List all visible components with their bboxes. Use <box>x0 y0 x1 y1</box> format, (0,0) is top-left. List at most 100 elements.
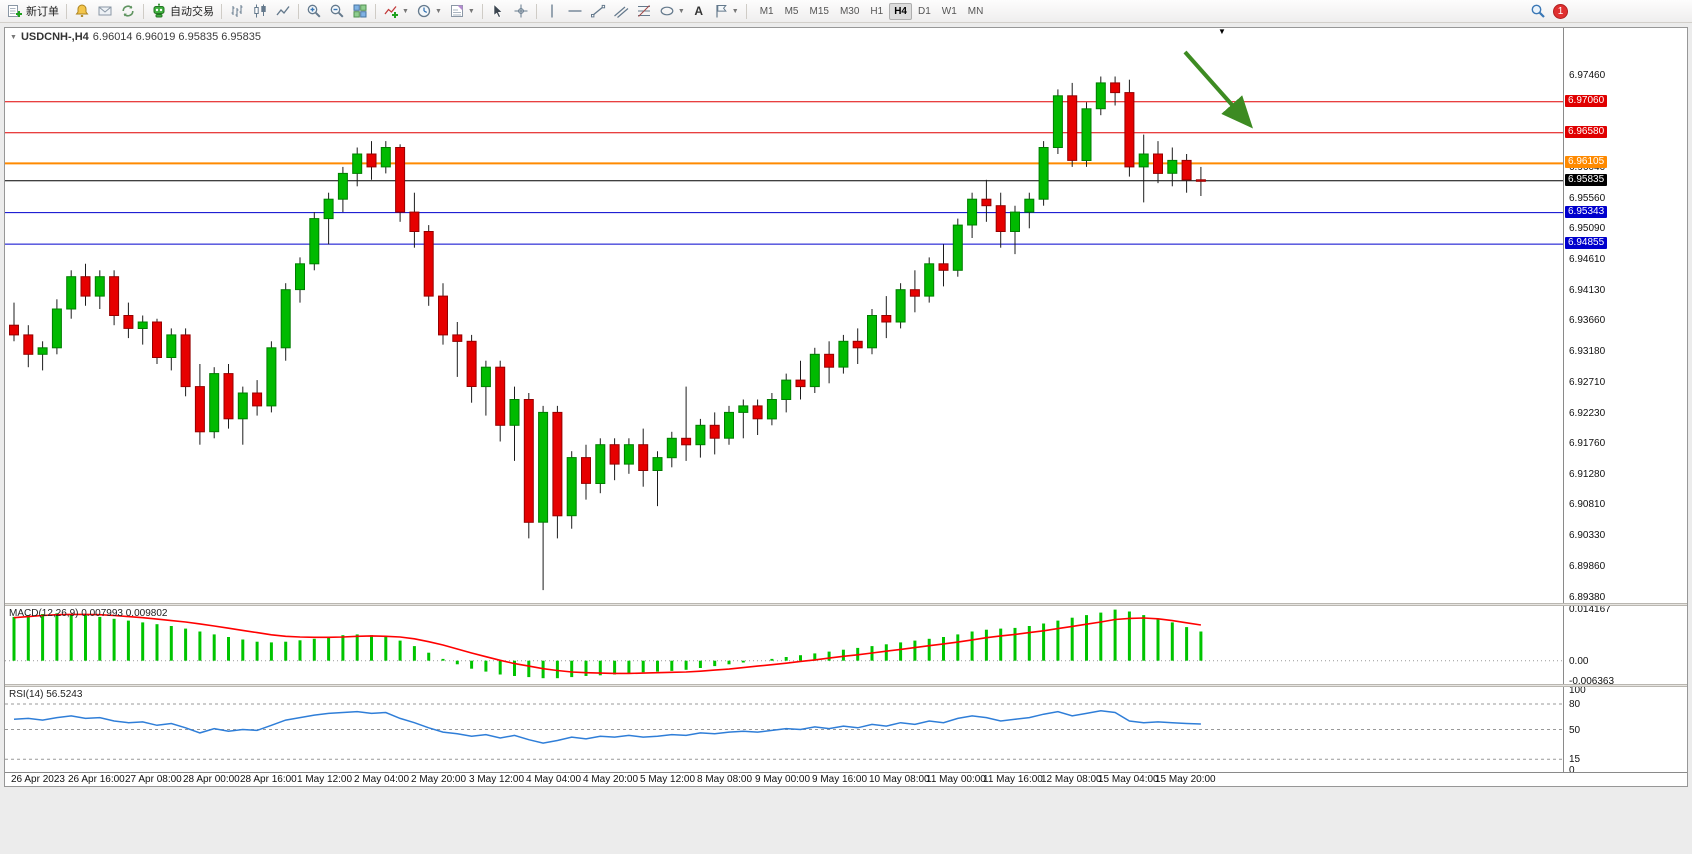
toolbar-separator <box>481 3 483 19</box>
time-axis-label: 10 May 08:00 <box>869 774 930 785</box>
candlestick-chart-button[interactable] <box>249 1 271 21</box>
zoom-out-button[interactable] <box>326 1 348 21</box>
timeframe-mn-button[interactable]: MN <box>967 5 984 17</box>
vertical-line-tool-button[interactable] <box>541 1 563 21</box>
price-axis-label: 6.91760 <box>1569 438 1606 449</box>
search-button[interactable] <box>1527 1 1549 21</box>
new-order-label: 新订单 <box>26 6 59 18</box>
symbol-dropdown-icon[interactable]: ▼ <box>10 33 17 41</box>
label-flag-icon <box>716 5 727 18</box>
timeframe-m5-button[interactable]: M5 <box>784 5 799 17</box>
time-axis-label: 3 May 12:00 <box>469 774 525 785</box>
add-indicator-button[interactable]: ▼ <box>380 1 412 21</box>
panel-splitter[interactable] <box>5 684 1687 687</box>
refresh-button[interactable] <box>117 1 139 21</box>
chart-title: ▼ USDCNH-,H4 6.96014 6.96019 6.95835 6.9… <box>10 31 261 43</box>
time-axis-label: 27 Apr 08:00 <box>125 774 182 785</box>
timeframe-m1-button[interactable]: M1 <box>759 5 774 17</box>
fibonacci-tool-button[interactable] <box>633 1 655 21</box>
panel-splitter[interactable] <box>5 603 1687 606</box>
mailbox-icon <box>98 6 112 16</box>
macd-main-value: 0.007993 <box>81 608 123 619</box>
rsi-panel[interactable]: RSI(14) 56.5243 <box>5 687 1563 772</box>
current-price-price-badge: 6.95835 <box>1565 174 1608 186</box>
macd-panel[interactable]: MACD(12,26,9) 0.007993 0.009802 <box>5 606 1563 684</box>
price-chart[interactable] <box>5 28 1563 603</box>
timeframe-group: M1 M5 M15 M30 H1 H4 D1 W1 MN <box>755 2 989 20</box>
chart-ohlc-values: 6.96014 6.96019 6.95835 6.95835 <box>92 31 261 43</box>
mailbox-button[interactable] <box>94 1 116 21</box>
templates-button[interactable]: ▼ <box>446 1 478 21</box>
text-tool-label: A <box>694 4 704 18</box>
auto-trading-button[interactable]: 自动交易 <box>148 1 217 21</box>
macd-axis-labels: 0.014167 0.00 -0.006363 <box>1564 604 1688 687</box>
new-order-button[interactable]: 新订单 <box>4 1 62 21</box>
price-axis-label: 6.97460 <box>1569 70 1606 81</box>
price-axis-label: 6.93660 <box>1569 315 1606 326</box>
timeframe-h1-button[interactable]: H1 <box>870 5 884 17</box>
dropdown-caret-icon: ▼ <box>434 7 442 15</box>
toolbar-separator <box>221 3 222 19</box>
dropdown-caret-icon: ▼ <box>731 7 739 15</box>
time-axis[interactable]: 26 Apr 2023 26 Apr 16:00 27 Apr 08:00 28 Ap… <box>5 772 1687 786</box>
shapes-icon <box>660 6 674 16</box>
time-axis-label: 28 Apr 16:00 <box>240 774 297 785</box>
horizontal-line-tool-button[interactable] <box>564 1 586 21</box>
timeframe-d1-button[interactable]: D1 <box>918 5 931 17</box>
macd-label: MACD(12,26,9) 0.007993 0.009802 <box>9 608 167 619</box>
macd-axis-label: -0.006363 <box>1569 676 1615 687</box>
price-axis-label: 6.92710 <box>1569 377 1606 388</box>
time-axis-label: 9 May 16:00 <box>812 774 868 785</box>
time-axis-label: 15 May 04:00 <box>1098 774 1159 785</box>
time-axis-label: 11 May 00:00 <box>926 774 986 785</box>
vertical-line-icon <box>551 4 553 18</box>
price-axis-label: 6.93180 <box>1569 346 1606 357</box>
notification-badge[interactable]: 1 <box>1553 3 1568 19</box>
cursor-icon <box>493 3 503 18</box>
auto-trading-label: 自动交易 <box>170 6 214 18</box>
time-axis-label: 28 Apr 00:00 <box>183 774 240 785</box>
macd-chart[interactable] <box>5 606 1563 684</box>
search-icon <box>1531 4 1545 18</box>
time-axis-label: 26 Apr 2023 <box>11 774 65 785</box>
rsi-axis-label: 0 <box>1569 765 1575 776</box>
shapes-tool-button[interactable]: ▼ <box>656 1 688 21</box>
timeframe-h4-button[interactable]: H4 <box>889 2 912 20</box>
zoom-in-button[interactable] <box>303 1 325 21</box>
channel-tool-button[interactable] <box>610 1 632 21</box>
crosshair-tool-button[interactable] <box>510 1 532 21</box>
timeframe-m30-button[interactable]: M30 <box>839 5 860 17</box>
resistance-price-badge: 6.97060 <box>1565 95 1608 107</box>
alerts-button[interactable] <box>71 1 93 21</box>
price-axis[interactable]: 6.974606.960406.955606.950906.946106.941… <box>1563 28 1688 776</box>
trendline-tool-button[interactable] <box>587 1 609 21</box>
line-chart-button[interactable] <box>272 1 294 21</box>
price-chart-panel[interactable]: ▼ USDCNH-,H4 6.96014 6.96019 6.95835 6.9… <box>5 28 1563 603</box>
time-axis-label: 11 May 16:00 <box>983 774 1043 785</box>
dropdown-caret-icon: ▼ <box>402 7 409 15</box>
price-axis-label: 6.90810 <box>1569 499 1606 510</box>
time-axis-label: 5 May 12:00 <box>640 774 696 785</box>
rsi-name: RSI(14) <box>9 689 44 700</box>
rsi-axis-label: 50 <box>1569 725 1581 736</box>
support-price-badge: 6.94855 <box>1565 237 1608 249</box>
timeframe-m15-button[interactable]: M15 <box>809 5 829 17</box>
zoom-in-icon <box>307 4 321 18</box>
macd-name: MACD(12,26,9) <box>9 608 79 619</box>
timeframe-w1-button[interactable]: W1 <box>941 5 957 17</box>
chart-window: ▼ USDCNH-,H4 6.96014 6.96019 6.95835 6.9… <box>4 27 1688 787</box>
price-axis-label: 6.90330 <box>1569 530 1606 541</box>
price-axis-label: 6.95090 <box>1569 223 1606 234</box>
periods-button[interactable]: ▼ <box>413 1 445 21</box>
alert-icon <box>75 4 89 17</box>
bar-chart-button[interactable] <box>226 1 248 21</box>
cursor-tool-button[interactable] <box>487 1 509 21</box>
tile-windows-button[interactable] <box>349 1 371 21</box>
auto-scroll-marker-icon[interactable]: ▼ <box>1218 28 1226 36</box>
label-tool-button[interactable]: ▼ <box>710 1 742 21</box>
text-tool-button[interactable]: A <box>689 1 709 21</box>
toolbar-separator <box>66 3 67 19</box>
horizontal-line-icon <box>568 10 582 12</box>
rsi-chart[interactable] <box>5 687 1563 772</box>
macd-signal-value: 0.009802 <box>125 608 168 619</box>
